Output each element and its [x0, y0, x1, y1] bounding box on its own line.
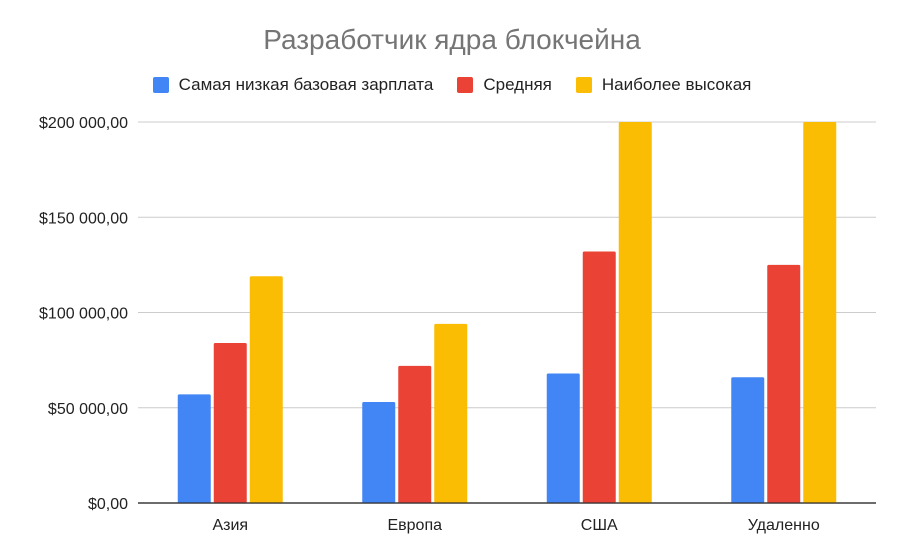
legend-label-lowest: Самая низкая базовая зарплата: [178, 75, 434, 94]
legend-item-highest: Наиболее высокая: [575, 75, 752, 95]
bar: [362, 402, 396, 503]
bar: [618, 122, 652, 503]
x-tick-label: Азия: [212, 517, 248, 534]
legend-label-average: Средняя: [483, 75, 552, 94]
legend-swatch-lowest: [152, 77, 169, 93]
bar: [767, 264, 801, 503]
bar: [582, 251, 616, 503]
legend: Самая низкая базовая зарплата Средняя На…: [0, 75, 904, 95]
x-tick-label: Удаленно: [748, 517, 820, 534]
y-tick-label: $200 000,00: [39, 115, 128, 132]
legend-swatch-highest: [575, 77, 592, 93]
bar: [546, 373, 580, 503]
y-tick-label: $50 000,00: [48, 401, 128, 418]
bar: [398, 365, 432, 503]
y-tick-label: $150 000,00: [39, 210, 128, 227]
bar: [177, 394, 211, 503]
x-tick-label: США: [581, 517, 618, 534]
x-tick-label: Европа: [387, 517, 442, 534]
bar: [731, 377, 765, 503]
bar: [803, 122, 837, 503]
legend-label-highest: Наиболее высокая: [601, 75, 752, 94]
y-tick-label: $100 000,00: [39, 306, 128, 323]
bar: [213, 342, 247, 503]
y-tick-label: $0,00: [88, 496, 128, 513]
bar: [434, 323, 468, 503]
chart-title: Разработчик ядра блокчейна: [263, 24, 641, 55]
bar: [249, 276, 283, 503]
legend-item-average: Средняя: [457, 75, 552, 95]
legend-swatch-average: [457, 77, 474, 93]
legend-item-lowest: Самая низкая базовая зарплата: [152, 75, 434, 95]
